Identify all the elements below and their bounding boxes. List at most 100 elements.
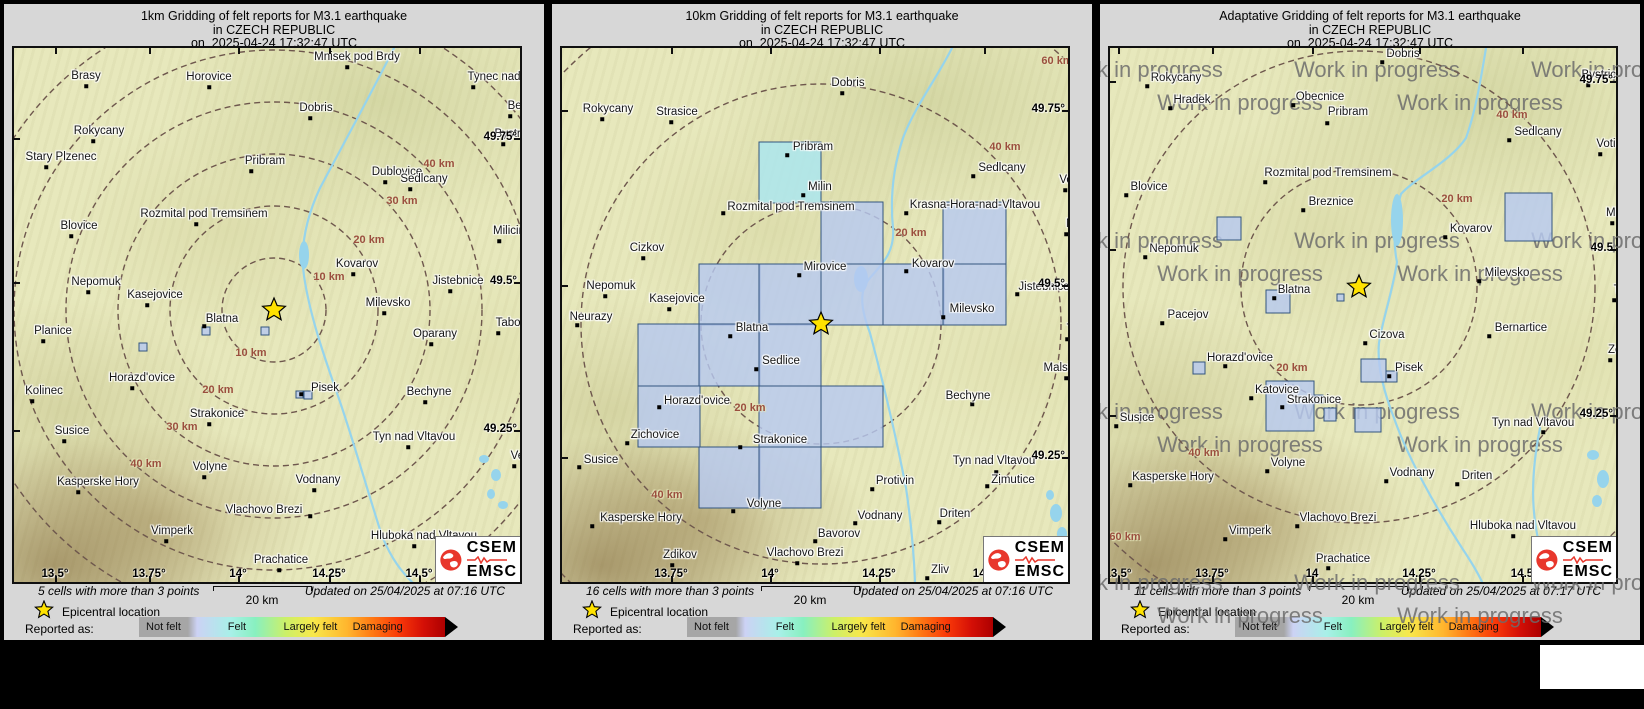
latitude-label: 49.25° [483,423,517,435]
town-label: Blatna [1277,284,1311,296]
town-label: Bernartice [1494,322,1548,334]
town-marker [797,273,801,277]
town-marker [1610,221,1614,225]
town-marker [207,85,211,89]
town-label: Prachatice [253,554,309,566]
graticule-tick [1110,415,1116,417]
town-marker [1249,396,1253,400]
epicentral-location-label: Epicentral location [1158,605,1257,619]
town-label: Tabor [1067,323,1068,335]
longitude-label: 14 [1305,568,1319,580]
seismogram-line [1014,555,1055,564]
intensity-colorbar: Not felt Felt Largely felt Damaging [687,617,993,637]
town-marker [406,445,410,449]
work-in-progress-watermark: Work in progress [1531,399,1640,424]
graticule-tick [419,48,421,54]
graticule-tick [879,576,881,582]
graticule-tick [1419,48,1421,54]
town-marker [202,324,206,328]
town-marker [1143,255,1147,259]
town-label: Volyne [1270,457,1306,469]
town-marker [641,256,645,260]
reported-as-label: Reported as: [1121,622,1190,636]
river [301,48,414,582]
globe-circle [440,548,462,571]
graticule-tick [671,48,673,54]
grid-cell [820,263,884,326]
distance-ring [580,83,1062,565]
town-label: Protivin [875,475,915,487]
intensity-scale-label: Felt [227,621,247,633]
latitude-label: 49.5° [490,275,517,287]
panel-title: 10km Gridding of felt reports for M3.1 e… [552,4,1092,51]
town-marker [497,239,501,243]
distance-ring [169,205,379,415]
ring-distance-label: 40 km [1496,109,1528,121]
map-layer [1110,48,1616,582]
town-label: Horazd'ovice [663,395,731,407]
town-marker [1223,537,1227,541]
latitude-label: 49.5° [1038,278,1065,290]
town-marker [1612,298,1616,302]
emsc-globe-icon [1536,548,1558,571]
work-in-progress-watermark: Work in progress [1294,57,1460,82]
logo-csem-label: CSEM [1562,538,1613,556]
graticule-tick [770,576,772,582]
town-label: Obecnice [1295,91,1345,103]
town-label: Hluboka nad Vltavou [1469,520,1577,532]
town-marker [145,303,149,307]
intensity-scale-label: Felt [1323,621,1343,633]
town-marker [937,520,941,524]
river [1377,48,1488,582]
town-label: Tabor [1614,284,1616,296]
town-marker [721,211,725,215]
graticule-tick [55,576,57,582]
latitude-label: 49.75° [1031,103,1065,115]
graticule-tick [562,457,568,459]
town-label: Rokycany [1150,72,1202,84]
work-in-progress-watermark: Work in progress [1294,228,1460,253]
town-label: Planice [34,325,72,337]
latitude-label: 49.5 [1590,242,1613,254]
town-marker [801,193,805,197]
grid-cell [303,390,313,400]
town-label: Zdikov [663,549,697,561]
logo-csem-label: CSEM [466,538,517,556]
globe-land2-icon [1545,560,1554,567]
panel-title: 1km Gridding of felt reports for M3.1 ea… [4,4,544,51]
town-marker [840,91,844,95]
cells-count-note: 5 cells with more than 3 points [38,584,200,598]
intensity-scale-label: Felt [775,621,795,633]
work-in-progress-watermark: Work in progress [1157,432,1323,457]
longitude-label: 14.25° [312,568,346,580]
town-marker [853,521,857,525]
town-marker [577,465,581,469]
town-label: Volyne [192,461,228,473]
town-marker [904,211,908,215]
town-label: Kasperske Hory [1132,471,1214,483]
town-marker [30,399,34,403]
town-label: Benesov [507,100,522,112]
epicentral-location-label: Epicentral location [610,605,709,619]
town-marker [728,334,732,338]
intensity-scale-label: Not felt [1242,621,1277,633]
graticule-tick [1110,249,1116,251]
work-in-progress-watermark: Work in progress [1397,90,1563,115]
town-marker [1064,232,1068,236]
graticule-tick [514,282,520,284]
town-label: Susice [583,454,619,466]
map-layer [562,48,1068,582]
updated-timestamp: Updated on 25/04/2025 at 07:17 UTC [1400,584,1601,598]
town-label: Vimperk [1229,525,1271,537]
scale-bar [1309,586,1408,591]
epicentral-star-icon [582,600,602,619]
town-label: Jistebnice [1018,281,1070,293]
town-marker [76,490,80,494]
graticule-tick [14,430,20,432]
town-marker [603,294,607,298]
town-label: Milicin [1066,218,1068,230]
town-label: Krasna-Hora-nad-Vltavou [909,199,1041,211]
epicenter-star [808,310,834,335]
town-label: Sedlice [762,355,800,367]
town-marker [1455,482,1459,486]
